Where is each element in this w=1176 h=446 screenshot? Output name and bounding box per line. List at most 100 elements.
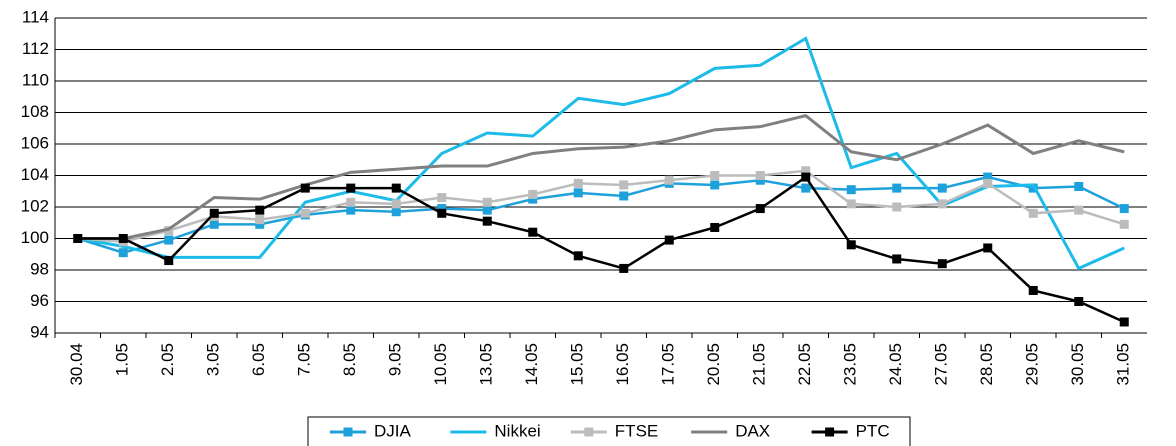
point (300, 183, 310, 193)
point (1028, 285, 1038, 295)
x-tick-label: 20.05 (704, 343, 723, 386)
point (1119, 219, 1129, 229)
x-tick-label: 31.05 (1114, 343, 1133, 386)
point (710, 180, 720, 190)
point (937, 199, 947, 209)
point (391, 183, 401, 193)
point (892, 254, 902, 264)
point (983, 243, 993, 253)
x-tick-label: 3.05 (204, 343, 223, 376)
x-tick-label: 21.05 (750, 343, 769, 386)
y-tick-label: 108 (21, 102, 49, 121)
point (983, 172, 993, 182)
point (846, 185, 856, 195)
point (346, 205, 356, 215)
point (73, 234, 83, 243)
legend-marker (825, 427, 835, 437)
point (755, 175, 765, 185)
legend-label: FTSE (615, 421, 658, 440)
x-tick-label: 17.05 (659, 343, 678, 386)
x-tick-label: 14.05 (522, 343, 541, 386)
y-tick-label: 94 (30, 322, 49, 341)
point (255, 219, 265, 229)
legend-label: PTC (856, 421, 890, 440)
y-tick-label: 98 (30, 259, 49, 278)
series-line (77, 169, 1125, 243)
point (255, 215, 265, 225)
legend-label: Nikkei (494, 421, 540, 440)
x-tick-label: 8.05 (340, 343, 359, 376)
point (346, 183, 356, 193)
legend-box (307, 416, 911, 446)
point (755, 171, 765, 180)
point (255, 205, 265, 215)
point (437, 193, 447, 203)
point (482, 216, 492, 226)
y-tick-label: 102 (21, 196, 49, 215)
point (1074, 205, 1084, 215)
series-line (77, 36, 1125, 271)
point (391, 207, 401, 217)
point (1028, 183, 1038, 193)
x-tick-label: 23.05 (841, 343, 860, 386)
point (1074, 182, 1084, 192)
point (1074, 297, 1084, 306)
point (482, 205, 492, 215)
point (437, 208, 447, 218)
y-tick-label: 110 (22, 70, 49, 89)
point (118, 234, 128, 243)
point (801, 172, 811, 182)
point (846, 199, 856, 209)
point (710, 171, 720, 180)
x-tick-label: 30.05 (1068, 343, 1087, 386)
point (710, 222, 720, 232)
point (573, 178, 583, 188)
point (391, 199, 401, 209)
point (482, 197, 492, 207)
x-tick-label: 7.05 (295, 343, 314, 376)
point (300, 208, 310, 218)
point (437, 204, 447, 214)
point (664, 175, 674, 185)
legend-marker (343, 427, 353, 437)
legend-label: DJIA (374, 421, 412, 440)
y-tick-label: 104 (21, 165, 49, 184)
point (528, 194, 538, 204)
x-tick-label: 22.05 (795, 343, 814, 386)
x-tick-label: 10.05 (431, 343, 450, 386)
point (346, 197, 356, 207)
point (892, 183, 902, 193)
y-tick-label: 100 (21, 228, 49, 247)
x-tick-label: 28.05 (977, 343, 996, 386)
legend-marker (584, 427, 594, 437)
y-tick-label: 114 (22, 7, 49, 26)
x-tick-label: 1.05 (113, 343, 132, 376)
point (164, 235, 174, 245)
x-tick-label: 9.05 (386, 343, 405, 376)
point (937, 259, 947, 269)
point (619, 180, 629, 190)
x-tick-label: 29.05 (1023, 343, 1042, 386)
point (209, 219, 219, 229)
x-tick-label: 13.05 (477, 343, 496, 386)
series-line (77, 114, 1125, 240)
point (983, 178, 993, 188)
x-tick-label: 24.05 (886, 343, 905, 386)
series-line (77, 175, 1125, 254)
point (1028, 208, 1038, 218)
point (619, 191, 629, 201)
point (664, 235, 674, 245)
x-tick-label: 27.05 (932, 343, 951, 386)
point (1119, 204, 1129, 214)
point (846, 240, 856, 250)
point (209, 208, 219, 218)
point (164, 256, 174, 266)
point (573, 188, 583, 198)
x-tick-label: 30.04 (67, 343, 86, 386)
point (892, 202, 902, 212)
y-tick-label: 112 (22, 39, 49, 58)
point (1119, 317, 1129, 327)
point (619, 263, 629, 273)
y-tick-label: 106 (21, 133, 49, 152)
